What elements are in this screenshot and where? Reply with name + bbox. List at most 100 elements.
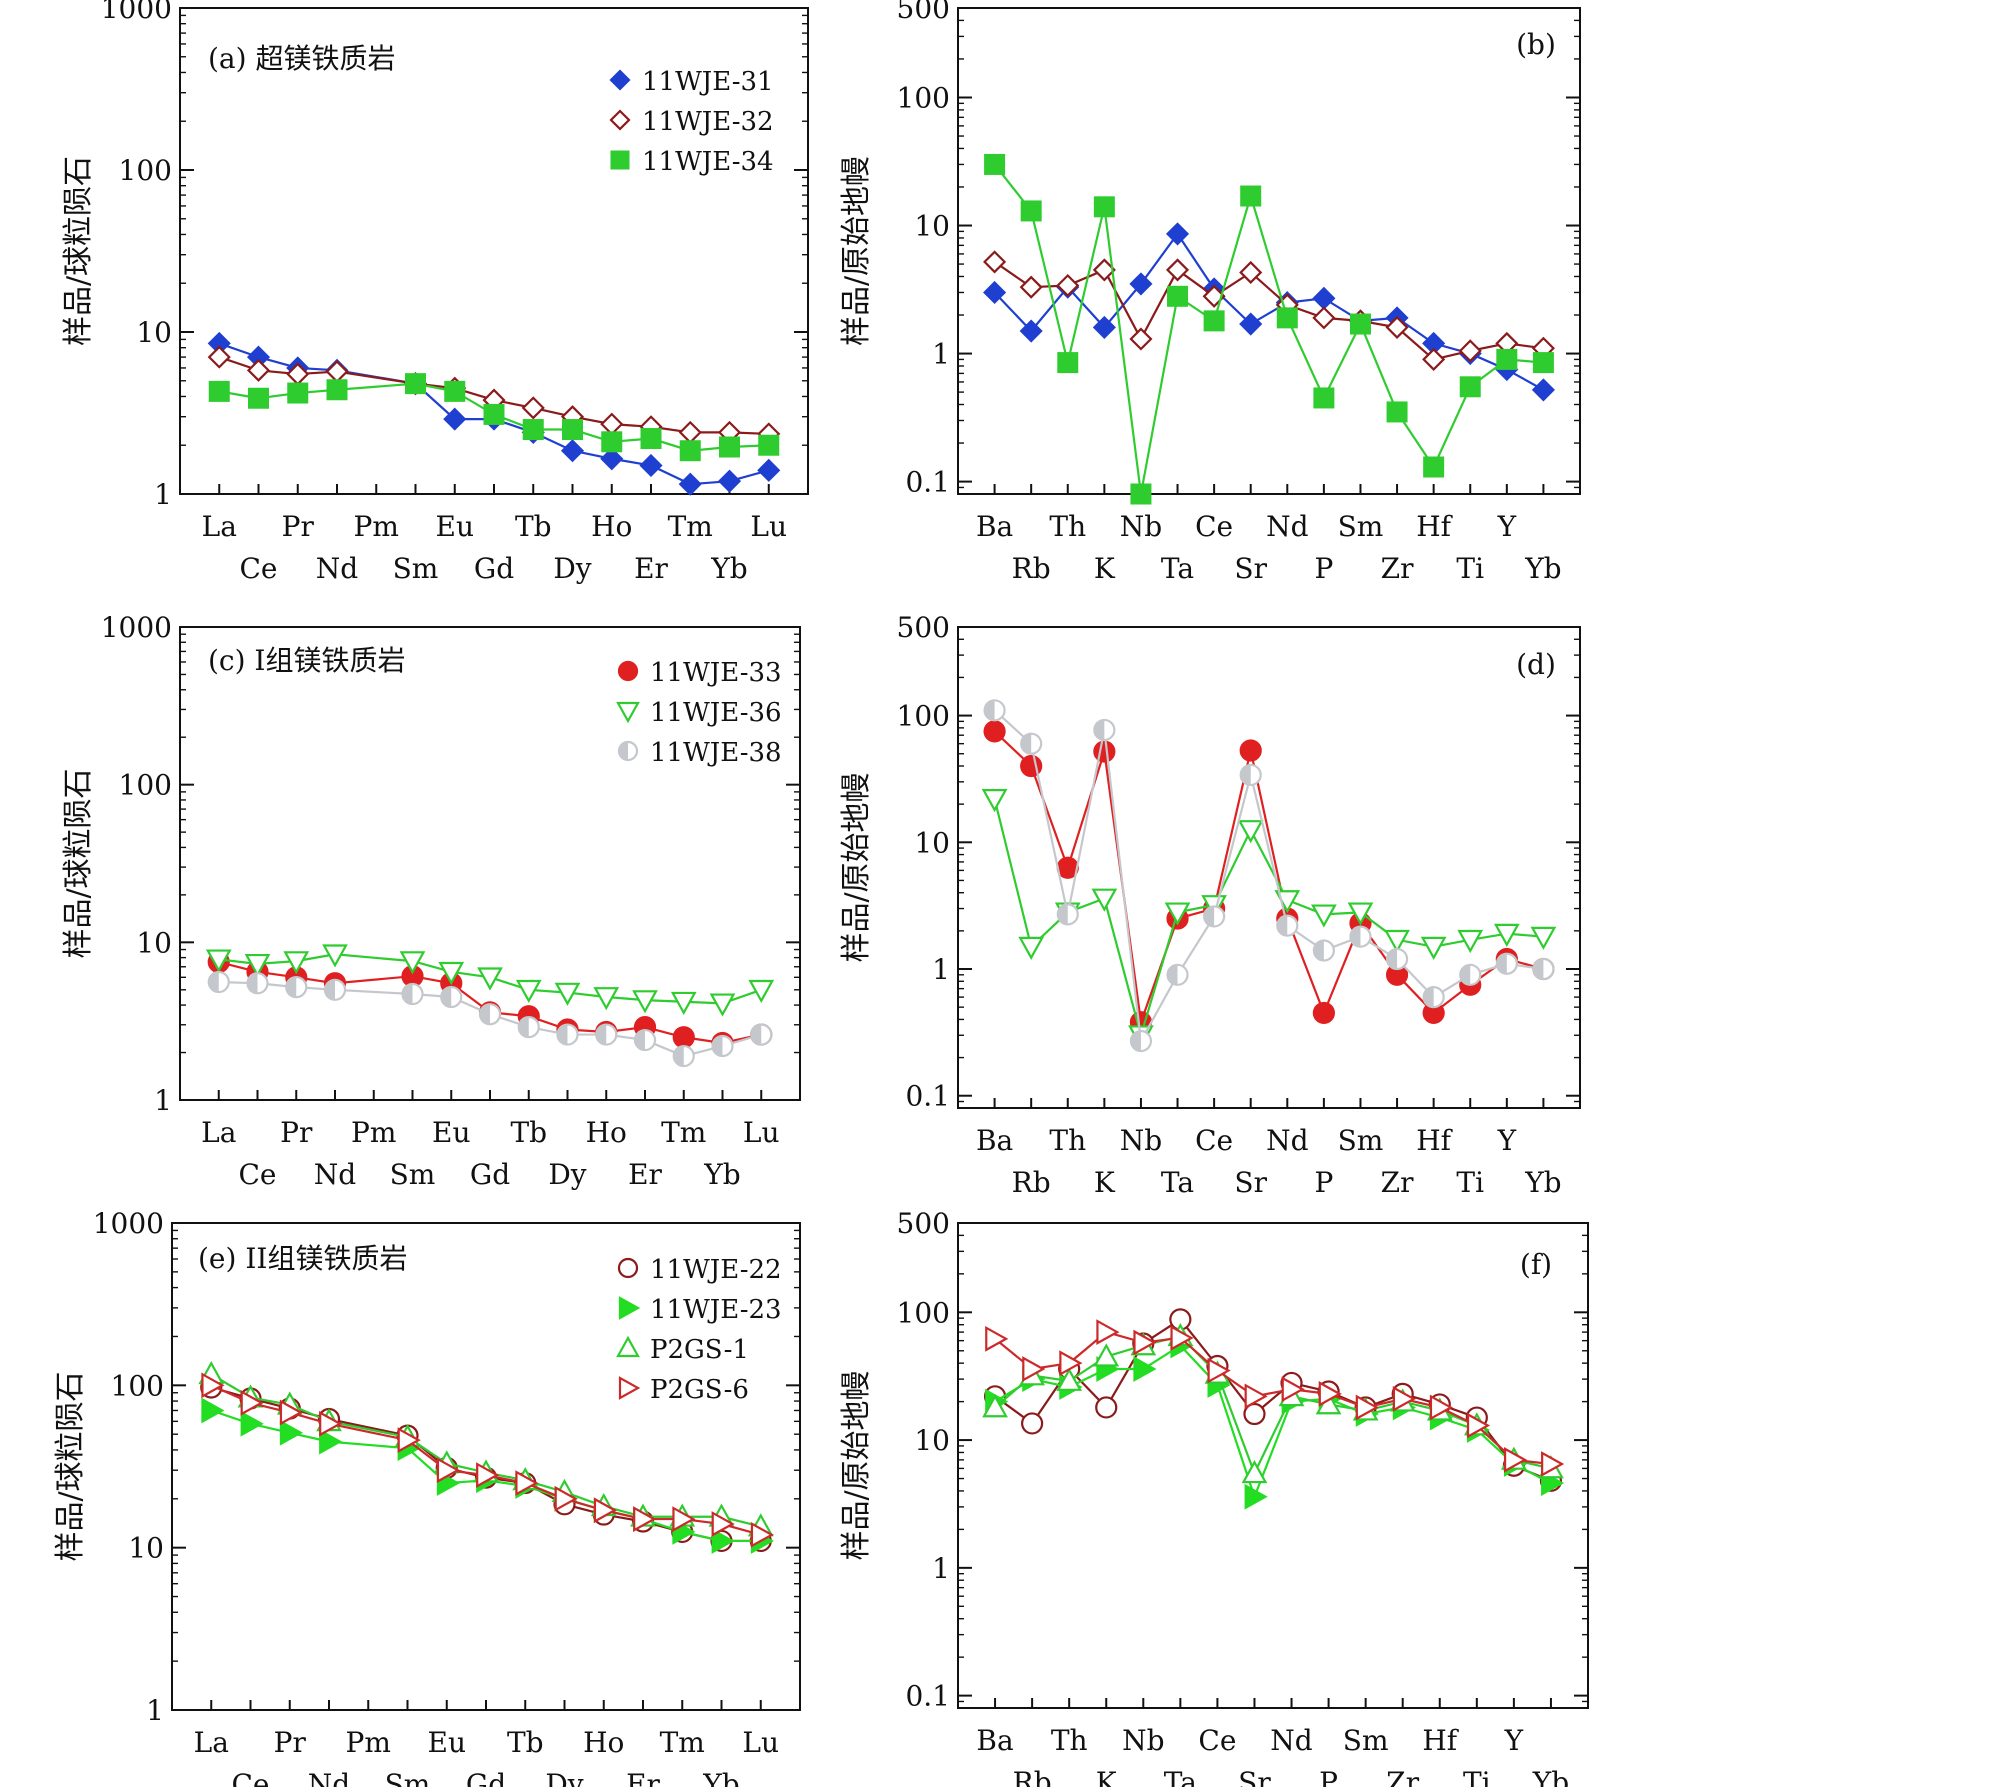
marker-diamond-filled (1531, 378, 1555, 402)
y-tick-label: 1 (154, 1084, 172, 1117)
marker-triangle-down-open (1018, 936, 1045, 960)
marker-triangle-down-open (1530, 926, 1557, 950)
marker-triangle-right-open (1059, 1350, 1083, 1377)
marker-diamond-open (600, 412, 624, 436)
marker-square-filled (562, 419, 583, 441)
x-tick-label: Lu (750, 510, 787, 543)
marker-half-fill (1057, 904, 1068, 925)
legend-label: 11WJE-23 (650, 1295, 782, 1325)
series-11WJE-36 (205, 944, 775, 1017)
marker-half-fill (247, 973, 258, 994)
series-11WJE-34 (984, 153, 1554, 505)
x-tick-label: Sm (390, 1158, 436, 1191)
marker-square-filled (208, 380, 230, 402)
x-tick-label: Ho (583, 1726, 624, 1759)
x-tick-label: K (1096, 1766, 1118, 1787)
series-11WJE-38 (207, 970, 773, 1068)
x-tick-label: Eu (432, 1116, 470, 1149)
marker-triangle-down-open (632, 990, 658, 1014)
panel-label: (b) (1516, 28, 1556, 61)
y-axis-label: 样品/球粒陨石 (53, 1371, 88, 1561)
marker-triangle-right-open (1133, 1329, 1157, 1356)
marker-half-fill (1460, 964, 1471, 985)
series-line (993, 163, 1544, 495)
marker-triangle-up-open (1241, 1459, 1268, 1484)
legend-label: 11WJE-33 (650, 658, 782, 688)
legend-label: 11WJE-34 (642, 147, 774, 177)
marker-triangle-right-open (711, 1511, 735, 1537)
marker-half-fill (441, 987, 452, 1008)
marker-half-fill (1204, 906, 1215, 927)
marker-half-fill (984, 700, 995, 721)
marker-diamond-filled (1165, 222, 1190, 246)
y-tick-label: 500 (897, 1207, 950, 1240)
x-tick-label: Ba (976, 1124, 1013, 1157)
series-11WJE-31 (983, 222, 1555, 402)
y-axis-label: 样品/原始地幔 (839, 772, 874, 962)
marker-diamond-open (1019, 275, 1043, 299)
y-tick-label: 10 (914, 826, 950, 859)
marker-square-filled (1496, 348, 1518, 370)
x-tick-label: La (201, 1116, 236, 1149)
marker-triangle-right-open (1207, 1357, 1231, 1384)
x-tick-label: Ce (239, 1158, 277, 1191)
x-tick-label: Sr (1238, 1766, 1271, 1787)
x-tick-label: Zr (1381, 552, 1414, 585)
marker-half-fill (1240, 764, 1251, 785)
marker-half-fill (1533, 959, 1544, 980)
series-11WJE-22 (983, 1308, 1563, 1492)
marker-half-fill (1094, 719, 1105, 740)
x-tick-label: Sm (393, 552, 439, 585)
marker-diamond-filled (560, 439, 585, 463)
marker-half-fill (596, 1024, 607, 1045)
y-tick-label: 0.1 (905, 466, 950, 499)
marker-square-filled (1386, 401, 1408, 423)
marker-triangle-right-filled (201, 1397, 225, 1424)
x-tick-label: Nd (1270, 1724, 1313, 1757)
marker-triangle-down-open (616, 701, 640, 724)
marker-half-fill (557, 1024, 568, 1045)
y-tick-label: 100 (897, 81, 950, 114)
series-11WJE-38 (983, 699, 1555, 1053)
marker-triangle-down-open (1347, 902, 1374, 926)
marker-square-filled (483, 403, 505, 425)
series-line (993, 798, 1544, 1040)
marker-triangle-right-open (397, 1427, 421, 1453)
panel-label: (d) (1516, 648, 1556, 681)
x-tick-label: Dy (553, 552, 591, 585)
marker-triangle-right-open (1244, 1383, 1268, 1410)
marker-triangle-down-open (205, 949, 232, 973)
x-tick-label: Ce (1198, 1724, 1236, 1757)
series-11WJE-34 (208, 373, 780, 462)
y-axis-label: 样品/原始地幔 (839, 1370, 874, 1560)
x-tick-label: Ta (1161, 1166, 1194, 1199)
marker-triangle-down-open (748, 979, 775, 1004)
marker-diamond-open (1129, 327, 1153, 351)
marker-circle-open (1243, 1402, 1266, 1426)
plot-frame (957, 626, 1581, 1109)
marker-diamond-open (1385, 315, 1409, 339)
x-tick-label: Sm (385, 1768, 431, 1787)
marker-triangle-down-open (438, 961, 465, 986)
marker-triangle-right-filled (319, 1428, 343, 1455)
x-tick-label: Th (1049, 510, 1086, 543)
marker-square-filled (405, 373, 426, 395)
marker-diamond-open (1312, 306, 1336, 330)
x-tick-label: Nd (1266, 1124, 1309, 1157)
x-tick-label: Rb (1012, 1166, 1051, 1199)
marker-triangle-right-open (633, 1506, 657, 1532)
marker-triangle-down-open (1164, 902, 1191, 926)
x-tick-label: La (194, 1726, 229, 1759)
marker-half-fill (1350, 926, 1361, 947)
marker-diamond-filled (443, 407, 467, 431)
y-tick-label: 10 (914, 210, 950, 243)
series-line (993, 231, 1544, 391)
x-tick-label: Ti (1463, 1766, 1491, 1787)
x-tick-label: Yb (1532, 1766, 1569, 1787)
x-tick-label: Pr (282, 510, 315, 543)
marker-triangle-up-open (616, 1335, 640, 1358)
marker-circle-open (1095, 1396, 1118, 1419)
marker-half-fill (712, 1036, 723, 1057)
